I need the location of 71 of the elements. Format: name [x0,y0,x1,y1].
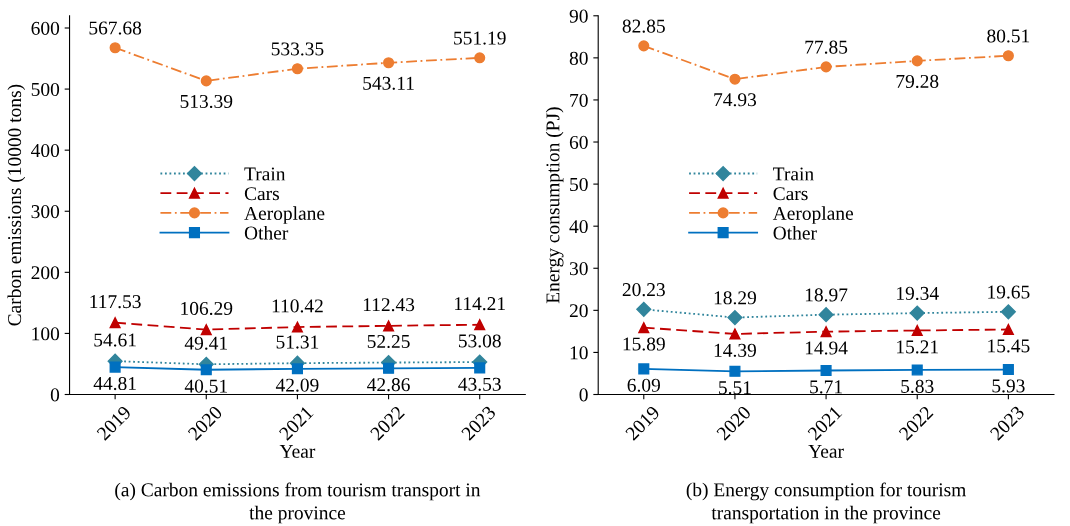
data-label: 54.61 [94,333,136,347]
data-label: 112.43 [363,298,415,312]
y-tick-label: 600 [31,21,60,35]
data-label: 110.42 [272,299,323,313]
text: (a) Carbon emissions from tourism transport in the province [115,482,481,524]
data-label: 53.08 [458,334,501,348]
data-label: 18.29 [714,291,757,305]
legend-label: Aeroplane [244,206,325,224]
legend-label: Train [244,167,286,181]
y-tick-label: 40 [569,220,588,234]
y-tick-label: 0 [50,388,60,402]
data-label: 51.31 [276,335,319,349]
data-label: 5.71 [810,380,842,394]
x-axis-title: Year [808,444,844,458]
legend-label: Other [244,225,289,240]
legend-label: Other [773,225,817,240]
data-label: 19.34 [897,286,939,301]
data-label: 77.85 [805,40,848,54]
data-label: 15.45 [988,339,1030,353]
y-tick-label: 500 [31,82,60,97]
data-label: 15.21 [897,340,938,354]
data-label: 80.51 [987,29,1030,43]
y-tick-label: 200 [31,266,60,280]
y-tick-label: 90 [569,9,588,23]
y-tick-label: 30 [569,262,588,276]
legend-label: Cars [773,187,808,201]
data-label: 42.86 [367,378,410,392]
data-label: 40.51 [184,379,227,393]
data-label: 20.23 [622,283,665,297]
data-label: 117.53 [90,295,141,309]
data-label: 106.29 [181,301,233,316]
y-tick-label: 100 [32,327,60,341]
legend-label: Aeroplane [772,206,854,224]
y-tick-label: 50 [570,177,588,192]
y-tick-label: 60 [569,135,588,149]
y-axis-title: Carbon emissions (10000 tons) [7,84,26,326]
y-axis-title: Energy consumption (PJ) [545,107,564,304]
data-label: 49.41 [184,336,227,350]
data-label: 74.93 [714,93,757,107]
data-label: 42.09 [275,378,319,392]
y-tick-label: 400 [31,143,60,158]
x-axis-title: Year [279,444,316,458]
data-label: 533.35 [271,42,324,56]
data-label: 6.09 [627,378,660,392]
data-label: 551.19 [454,31,506,45]
data-label: 14.94 [805,341,848,355]
data-label: 19.65 [988,285,1030,299]
legend-label: Cars [244,187,279,201]
data-label: 5.51 [719,381,751,395]
y-tick-label: 20 [569,304,588,318]
y-tick-label: 80 [569,51,588,65]
data-label: 52.25 [367,334,410,349]
data-label: 567.68 [89,21,142,35]
y-tick-label: 0 [579,388,588,402]
y-tick-label: 10 [570,346,588,360]
data-label: 15.89 [623,337,665,351]
data-label: 44.81 [93,376,136,391]
data-label: 114.21 [455,297,505,311]
data-label: 543.11 [363,76,414,90]
data-label: 18.97 [805,288,848,302]
text: (b) Energy consumption for tourism transportation in the province [686,482,967,524]
data-label: 5.93 [992,379,1025,393]
legend-label: Train [773,167,814,181]
data-label: 79.28 [896,74,939,89]
data-label: 14.39 [714,343,757,357]
data-label: 43.53 [458,377,501,391]
data-label: 5.83 [901,379,934,393]
y-tick-label: 70 [570,93,588,107]
data-label: 82.85 [622,19,665,33]
y-tick-label: 300 [31,205,60,219]
data-label: 513.39 [180,94,233,109]
